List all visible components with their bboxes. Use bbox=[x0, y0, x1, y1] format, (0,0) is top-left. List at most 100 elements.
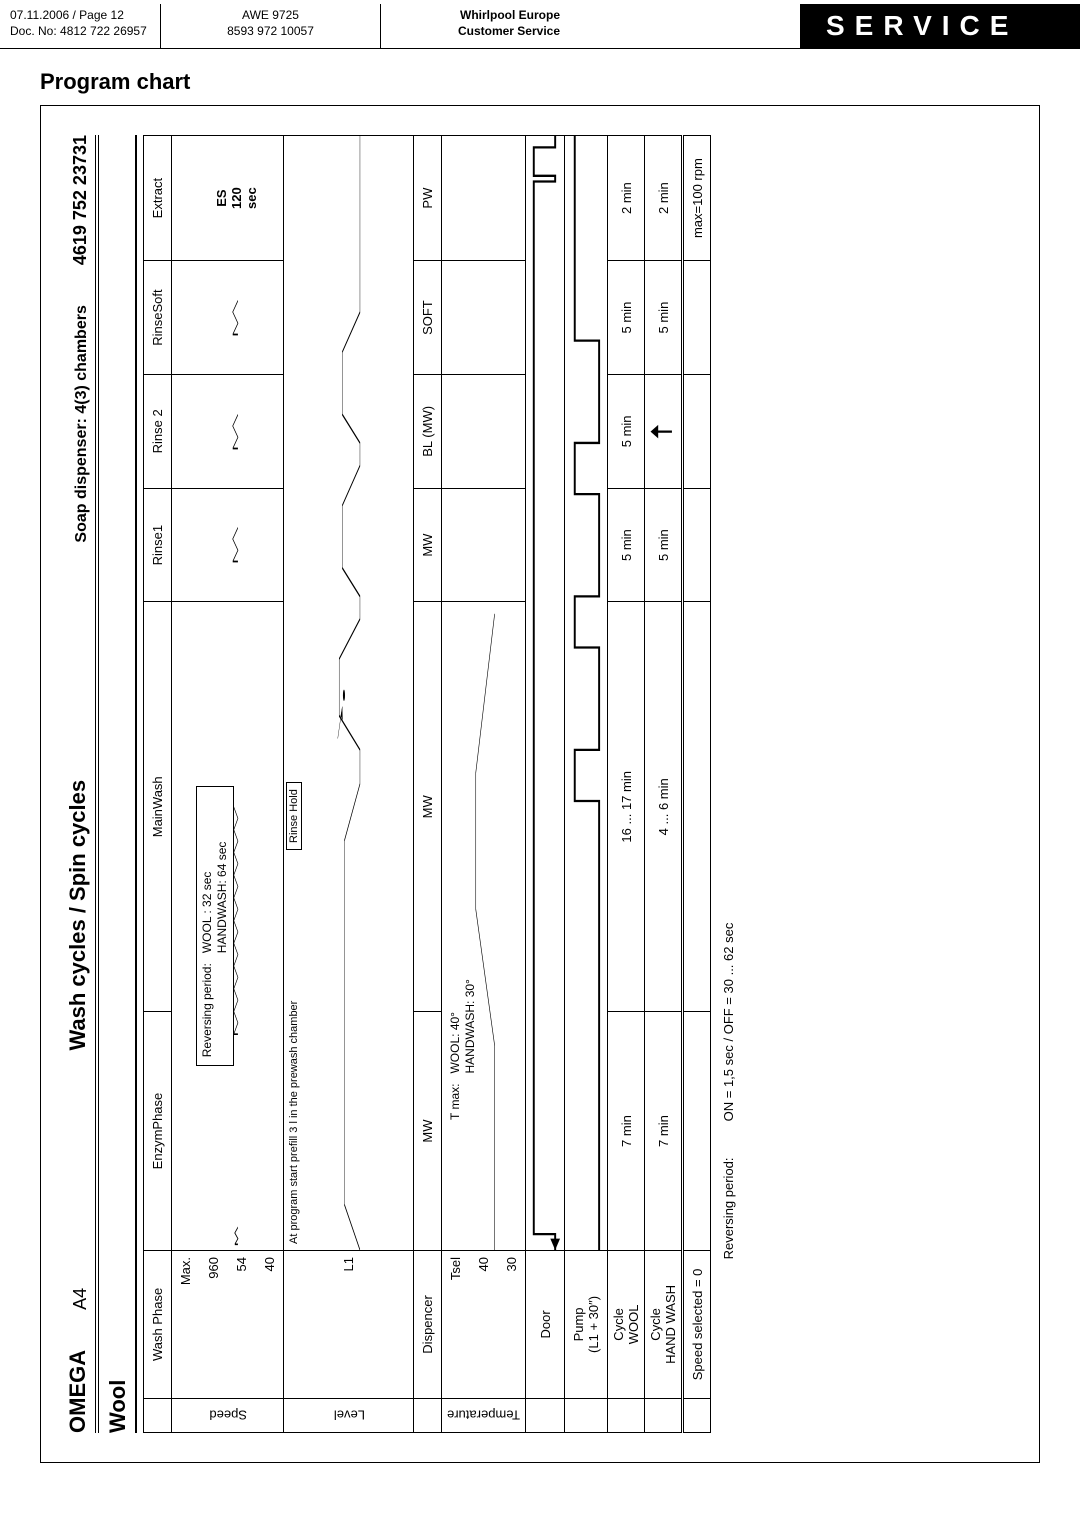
temp-r2 bbox=[442, 374, 526, 488]
ss-r1 bbox=[683, 488, 711, 602]
speed-max-row: Speed Max. Reversing period: WOOL : 32 s… bbox=[172, 136, 200, 1433]
door-svg bbox=[526, 136, 561, 1250]
rev-wool: WOOL : 32 sec bbox=[200, 872, 214, 954]
level-plot: At program start prefill 3 l in the prew… bbox=[284, 136, 414, 1251]
service-banner: SERVICE bbox=[800, 4, 1080, 48]
ss-ex: max=100 rpm bbox=[683, 136, 711, 261]
level-vlabel: Level bbox=[284, 1398, 414, 1432]
chart-grid: Wash Phase EnzymPhase MainWash Rinse1 Ri… bbox=[143, 135, 711, 1433]
dispenser-blank bbox=[414, 1398, 442, 1432]
door-row: Door bbox=[526, 136, 565, 1433]
cycle-hand-row: Cycle HAND WASH 7 min 4 ... 6 min 5 min … bbox=[645, 136, 683, 1433]
omega-label: OMEGA bbox=[65, 1350, 91, 1433]
temp-30: 30 bbox=[498, 1250, 526, 1398]
cw-label: Cycle WOOL bbox=[608, 1250, 645, 1398]
cw-main: 16 ... 17 min bbox=[608, 602, 645, 1012]
doc-header: 07.11.2006 / Page 12 Doc. No: 4812 722 2… bbox=[0, 0, 1080, 49]
reversing-box: Reversing period: WOOL : 32 sec Reversin… bbox=[196, 786, 234, 1066]
temp-tsel: Tsel bbox=[442, 1250, 470, 1398]
pump-plot bbox=[565, 136, 608, 1251]
es-sec: sec bbox=[244, 136, 259, 260]
temp-r1 bbox=[442, 488, 526, 602]
chart-frame: OMEGA A4 Wash cycles / Spin cycles Soap … bbox=[40, 105, 1040, 1463]
dispenser-soft: SOFT bbox=[414, 261, 442, 375]
col-washphase: Wash Phase bbox=[144, 1250, 172, 1398]
phase-head-row: Wash Phase EnzymPhase MainWash Rinse1 Ri… bbox=[144, 136, 172, 1433]
es-label: ES bbox=[214, 136, 229, 260]
col-main: MainWash bbox=[144, 602, 172, 1012]
chart-center-title: Wash cycles / Spin cycles bbox=[65, 583, 91, 1248]
speed-vlabel: Speed bbox=[172, 1398, 284, 1432]
ch-label: Cycle HAND WASH bbox=[645, 1250, 683, 1398]
header-right: Whirlpool Europe Customer Service bbox=[380, 4, 570, 48]
temp-plot: T max: WOOL: 40° T max: HANDWASH: 30° bbox=[442, 602, 526, 1250]
dispenser-row: Dispencer MW MW MW BL (MW) SOFT PW bbox=[414, 136, 442, 1433]
dispenser-mw3: MW bbox=[414, 488, 442, 602]
speed-rs-svg bbox=[213, 261, 240, 374]
chart-code: 4619 752 23731 bbox=[70, 135, 91, 265]
es-120: 120 bbox=[229, 136, 244, 260]
ch-ex: 2 min bbox=[645, 136, 683, 261]
cw-r1: 5 min bbox=[608, 488, 645, 602]
temp-rs bbox=[442, 261, 526, 375]
col-r2: Rinse 2 bbox=[144, 374, 172, 488]
level-note: At program start prefill 3 l in the prew… bbox=[288, 1001, 300, 1244]
speed-max: Max. bbox=[172, 1250, 200, 1398]
cw-enzym: 7 min bbox=[608, 1012, 645, 1251]
tmax-hand: HANDWASH: 30° bbox=[463, 979, 477, 1073]
cw-blank bbox=[608, 1398, 645, 1432]
pump-svg bbox=[565, 136, 604, 1250]
header-dept: Customer Service bbox=[391, 24, 560, 40]
wool-title: Wool bbox=[103, 135, 137, 1433]
speed-rs bbox=[172, 261, 284, 375]
door-plot bbox=[526, 136, 565, 1251]
col-ex: Extract bbox=[144, 136, 172, 261]
rev-hand: HANDWASH: 64 sec bbox=[215, 842, 229, 954]
temp-svg bbox=[469, 603, 496, 1250]
speed-40: 40 bbox=[256, 1250, 284, 1398]
speed-54: 54 bbox=[228, 1250, 256, 1398]
speed-960: 960 bbox=[200, 1250, 228, 1398]
footer-rev-val: ON = 1,5 sec / OFF = 30 ... 62 sec bbox=[721, 923, 736, 1122]
temp-40: 40 bbox=[470, 1250, 498, 1398]
header-left: 07.11.2006 / Page 12 Doc. No: 4812 722 2… bbox=[0, 4, 160, 48]
ch-blank bbox=[645, 1398, 683, 1432]
dispenser-label: Soap dispenser: 4(3) chambers bbox=[73, 305, 91, 542]
dispenser-bl: BL (MW) bbox=[414, 374, 442, 488]
pump-row: Pump (L1 + 30″) bbox=[565, 136, 608, 1433]
cw-ex: 2 min bbox=[608, 136, 645, 261]
dispenser-label: Dispencer bbox=[414, 1250, 442, 1398]
level-row: Level L1 At program start prefill 3 l in… bbox=[284, 136, 414, 1433]
level-svg bbox=[334, 136, 361, 1250]
chart-rotated: OMEGA A4 Wash cycles / Spin cycles Soap … bbox=[40, 105, 1040, 1463]
door-blank bbox=[526, 1398, 565, 1432]
rev-label: Reversing period: bbox=[200, 963, 214, 1057]
cw-l1: Cycle bbox=[611, 1308, 626, 1341]
page-title: Program chart bbox=[40, 69, 1080, 95]
cw-l2: WOOL bbox=[626, 1305, 641, 1345]
header-docno: Doc. No: 4812 722 26957 bbox=[10, 24, 150, 40]
chart-top-head: OMEGA A4 Wash cycles / Spin cycles Soap … bbox=[65, 135, 99, 1433]
pump-label: Pump (L1 + 30″) bbox=[565, 1250, 608, 1398]
speed-r1-svg bbox=[213, 489, 240, 602]
dispenser-mw1: MW bbox=[414, 1012, 442, 1251]
col-r1: Rinse1 bbox=[144, 488, 172, 602]
ch-main: 4 ... 6 min bbox=[645, 602, 683, 1012]
speed-r2 bbox=[172, 374, 284, 488]
ch-rs: 5 min bbox=[645, 261, 683, 375]
tmax-box: T max: WOOL: 40° T max: HANDWASH: 30° bbox=[448, 979, 478, 1120]
ss-main bbox=[683, 602, 711, 1012]
pump-l1: Pump bbox=[571, 1307, 586, 1341]
speed-r1 bbox=[172, 488, 284, 602]
speed-ex: ES 120 sec bbox=[172, 136, 284, 261]
header-company: Whirlpool Europe bbox=[391, 8, 560, 24]
temp-vlabel: Temperature bbox=[442, 1398, 526, 1432]
tmax-label: T max: bbox=[448, 1084, 462, 1120]
speed-r2-svg bbox=[213, 375, 240, 488]
temp-ex bbox=[442, 136, 526, 261]
speed-sel-row: Speed selected = 0 max=100 rpm bbox=[683, 136, 711, 1433]
ch-r1: 5 min bbox=[645, 488, 683, 602]
header-date: 07.11.2006 / Page 12 bbox=[10, 8, 150, 24]
ss-r2 bbox=[683, 374, 711, 488]
header-model: AWE 9725 bbox=[171, 8, 370, 24]
